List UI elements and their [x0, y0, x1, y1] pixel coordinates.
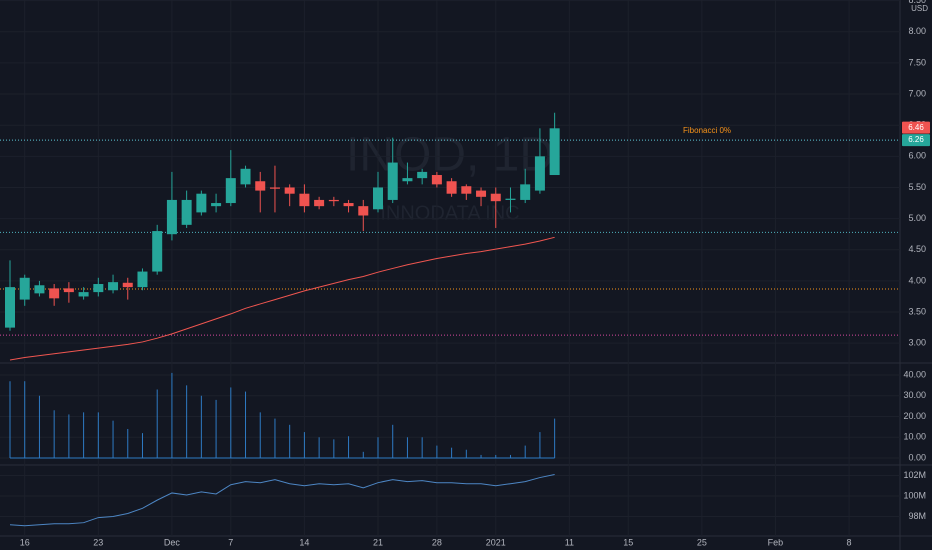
- candle-body: [255, 181, 266, 191]
- candle-body: [387, 162, 398, 200]
- y-tick-label: 98M: [908, 511, 926, 521]
- candle-body: [490, 193, 501, 202]
- candle-body: [181, 199, 192, 225]
- y-tick-label: 3.00: [908, 338, 926, 348]
- y-tick-label: 102M: [903, 470, 926, 480]
- y-tick-label: 20.00: [903, 411, 926, 421]
- price-badge-label: 6.26: [908, 135, 924, 144]
- candle-body: [225, 178, 236, 204]
- candle-body: [78, 292, 89, 297]
- candle-body: [19, 277, 30, 300]
- y-tick-label: 5.00: [908, 213, 926, 223]
- watermark-subtitle: INNODATA INC: [380, 202, 519, 224]
- candle-body: [314, 199, 325, 207]
- x-tick-label: Dec: [164, 537, 181, 547]
- candle-body: [328, 199, 339, 202]
- candle-body: [549, 128, 560, 176]
- price-badge: [902, 134, 930, 147]
- candle-body: [461, 186, 472, 194]
- candle-body: [269, 187, 280, 189]
- y-tick-label: 7.50: [908, 57, 926, 67]
- y-tick-label: 3.50: [908, 306, 926, 316]
- price-badge-label: 6.46: [908, 123, 924, 132]
- candle-body: [402, 178, 413, 182]
- candle-body: [446, 181, 457, 194]
- candle-body: [122, 282, 133, 288]
- y-tick-label: 4.00: [908, 275, 926, 285]
- candle-body: [152, 231, 163, 272]
- candle-body: [5, 287, 15, 328]
- candle-body: [299, 193, 310, 207]
- x-tick-label: Feb: [768, 537, 784, 547]
- x-tick-label: 28: [432, 537, 442, 547]
- candle-body: [417, 171, 428, 179]
- candle-body: [505, 198, 516, 200]
- candle-body: [108, 282, 119, 291]
- price-badge: [902, 121, 930, 134]
- candle-body: [343, 203, 354, 207]
- x-tick-label: 23: [93, 537, 103, 547]
- y-tick-label: 10.00: [903, 432, 926, 442]
- y-tick-label: 100M: [903, 490, 926, 500]
- candle-body: [240, 168, 251, 185]
- candle-body: [166, 199, 177, 235]
- candle-body: [93, 284, 104, 293]
- currency: USD: [911, 4, 928, 13]
- x-tick-label: 8: [847, 537, 852, 547]
- y-tick-label: 6.00: [908, 151, 926, 161]
- moving-average: [9, 236, 555, 361]
- x-tick-label: 25: [697, 537, 707, 547]
- x-tick-label: 16: [20, 537, 30, 547]
- candle-body: [196, 193, 207, 213]
- candle-body: [534, 156, 545, 191]
- candle-body: [373, 187, 383, 210]
- candle-body: [49, 288, 60, 299]
- y-tick-label: 30.00: [903, 390, 926, 400]
- candle-body: [476, 190, 487, 197]
- indicator-line: [9, 473, 555, 527]
- y-tick-label: 0.00: [908, 452, 926, 462]
- candle-body: [358, 206, 369, 216]
- y-tick-label: 5.50: [908, 182, 926, 192]
- level-label: Fibonacci 0%: [683, 126, 731, 135]
- y-tick-label: 40.00: [903, 369, 926, 379]
- candle-body: [211, 203, 222, 207]
- candle-body: [284, 187, 295, 194]
- y-tick-label: 8.50: [908, 0, 926, 5]
- x-tick-label: 14: [299, 537, 309, 547]
- candle-body: [520, 184, 531, 200]
- x-tick-label: 11: [565, 537, 574, 547]
- y-tick-label: 8.00: [908, 26, 926, 36]
- watermark-title: INOD, 1D: [346, 129, 554, 182]
- x-tick-label: 15: [623, 537, 633, 547]
- y-tick-label: 4.50: [908, 244, 926, 254]
- x-tick-label: 21: [373, 537, 383, 547]
- candle-body: [431, 175, 442, 185]
- candle-body: [137, 271, 148, 288]
- candle-body: [63, 288, 74, 293]
- candle-body: [34, 285, 45, 294]
- x-tick-label: 7: [228, 537, 233, 547]
- x-tick-label: 2021: [486, 537, 506, 547]
- y-tick-label: 7.00: [908, 88, 926, 98]
